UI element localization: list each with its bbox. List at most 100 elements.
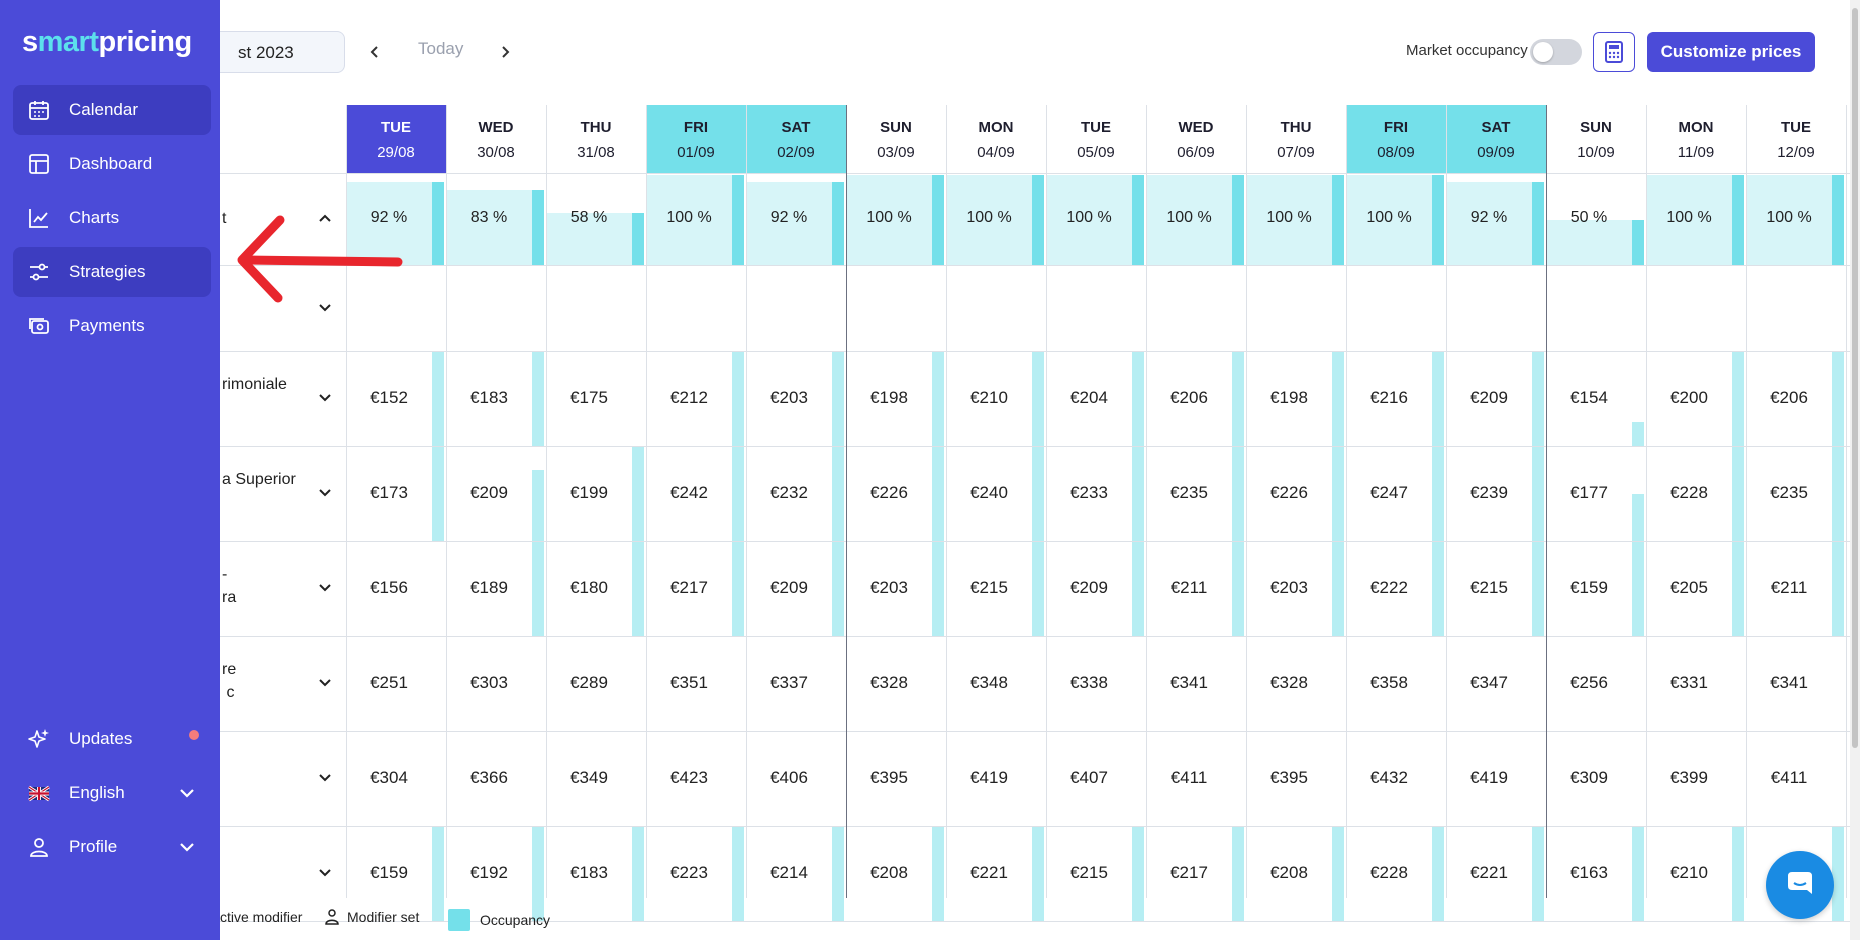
price-cell[interactable]: €198 xyxy=(846,351,946,446)
price-cell[interactable]: €432 xyxy=(1346,731,1446,826)
price-cell[interactable]: €159 xyxy=(1546,541,1646,636)
price-cell[interactable]: €223 xyxy=(646,826,746,921)
sidebar-item-updates[interactable]: Updates xyxy=(13,713,211,765)
price-cell[interactable]: €289 xyxy=(546,636,646,731)
price-cell[interactable]: €395 xyxy=(1246,731,1346,826)
price-cell[interactable]: €199 xyxy=(546,446,646,541)
price-cell[interactable]: €203 xyxy=(746,351,846,446)
price-cell[interactable]: €233 xyxy=(1046,446,1146,541)
chevron-down-icon[interactable] xyxy=(316,299,334,317)
price-cell[interactable]: €215 xyxy=(1446,541,1546,636)
price-cell[interactable]: €209 xyxy=(1046,541,1146,636)
price-cell[interactable]: €331 xyxy=(1646,636,1746,731)
price-cell[interactable]: €209 xyxy=(746,541,846,636)
price-cell[interactable]: €173 xyxy=(346,446,446,541)
price-cell[interactable]: €341 xyxy=(1746,636,1846,731)
month-picker[interactable]: st 2023 xyxy=(220,31,345,73)
price-cell[interactable]: €419 xyxy=(1446,731,1546,826)
price-cell[interactable]: €211 xyxy=(1746,541,1846,636)
price-cell[interactable]: €180 xyxy=(546,541,646,636)
chevron-up-icon[interactable] xyxy=(316,209,334,227)
price-cell[interactable]: €175 xyxy=(546,351,646,446)
price-cell[interactable]: €304 xyxy=(346,731,446,826)
day-header[interactable]: FRI 01/09 xyxy=(646,105,746,173)
day-header[interactable]: SAT 09/09 xyxy=(1446,105,1546,173)
price-cell[interactable]: €242 xyxy=(646,446,746,541)
price-cell[interactable]: €338 xyxy=(1046,636,1146,731)
price-cell[interactable]: €211 xyxy=(1146,541,1246,636)
price-cell[interactable]: €210 xyxy=(946,351,1046,446)
price-cell[interactable]: €204 xyxy=(1046,351,1146,446)
price-cell[interactable]: €198 xyxy=(1246,351,1346,446)
price-cell[interactable]: €411 xyxy=(1146,731,1246,826)
chat-button[interactable] xyxy=(1766,851,1834,919)
price-cell[interactable]: €303 xyxy=(446,636,546,731)
price-cell[interactable]: €228 xyxy=(1346,826,1446,921)
price-cell[interactable]: €183 xyxy=(546,826,646,921)
chevron-down-icon[interactable] xyxy=(316,864,334,882)
price-cell[interactable]: €177 xyxy=(1546,446,1646,541)
price-cell[interactable]: €256 xyxy=(1546,636,1646,731)
price-cell[interactable]: €206 xyxy=(1146,351,1246,446)
day-header[interactable]: TUE 12/09 xyxy=(1746,105,1846,173)
price-cell[interactable]: €183 xyxy=(446,351,546,446)
price-cell[interactable]: €221 xyxy=(946,826,1046,921)
price-cell[interactable]: €411 xyxy=(1746,731,1846,826)
price-cell[interactable]: €209 xyxy=(1446,351,1546,446)
price-cell[interactable]: €395 xyxy=(846,731,946,826)
day-header[interactable]: THU 31/08 xyxy=(546,105,646,173)
price-cell[interactable]: €203 xyxy=(1246,541,1346,636)
price-cell[interactable]: €206 xyxy=(1746,351,1846,446)
price-cell[interactable]: €239 xyxy=(1446,446,1546,541)
price-cell[interactable]: €328 xyxy=(1246,636,1346,731)
price-cell[interactable]: €351 xyxy=(646,636,746,731)
today-button[interactable]: Today xyxy=(418,39,464,58)
price-cell[interactable]: €222 xyxy=(1346,541,1446,636)
price-cell[interactable]: €208 xyxy=(846,826,946,921)
sidebar-item-charts[interactable]: Charts xyxy=(13,193,211,243)
sidebar-item-strategies[interactable]: Strategies xyxy=(13,247,211,297)
chevron-down-icon[interactable] xyxy=(316,389,334,407)
price-cell[interactable]: €214 xyxy=(746,826,846,921)
price-cell[interactable]: €358 xyxy=(1346,636,1446,731)
price-cell[interactable]: €205 xyxy=(1646,541,1746,636)
sidebar-item-dashboard[interactable]: Dashboard xyxy=(13,139,211,189)
price-cell[interactable]: €226 xyxy=(846,446,946,541)
day-header[interactable]: TUE 05/09 xyxy=(1046,105,1146,173)
price-cell[interactable]: €251 xyxy=(346,636,446,731)
price-cell[interactable]: €215 xyxy=(946,541,1046,636)
day-header[interactable]: THU 07/09 xyxy=(1246,105,1346,173)
price-cell[interactable]: €240 xyxy=(946,446,1046,541)
day-header[interactable]: MON 04/09 xyxy=(946,105,1046,173)
market-occupancy-toggle[interactable] xyxy=(1530,39,1582,65)
price-cell[interactable]: €235 xyxy=(1746,446,1846,541)
sidebar-item-calendar[interactable]: Calendar xyxy=(13,85,211,135)
day-header[interactable]: MON 11/09 xyxy=(1646,105,1746,173)
sidebar-item-profile[interactable]: Profile xyxy=(13,821,211,873)
price-cell[interactable]: €216 xyxy=(1346,351,1446,446)
day-header[interactable]: FRI 08/09 xyxy=(1346,105,1446,173)
price-cell[interactable]: €217 xyxy=(1146,826,1246,921)
price-cell[interactable]: €159 xyxy=(346,826,446,921)
price-cell[interactable]: €209 xyxy=(446,446,546,541)
price-cell[interactable]: €192 xyxy=(446,826,546,921)
price-cell[interactable]: €152 xyxy=(346,351,446,446)
price-cell[interactable]: €212 xyxy=(646,351,746,446)
day-header[interactable]: SUN 03/09 xyxy=(846,105,946,173)
price-cell[interactable]: €347 xyxy=(1446,636,1546,731)
day-header[interactable]: WED 30/08 xyxy=(446,105,546,173)
price-cell[interactable]: €406 xyxy=(746,731,846,826)
price-cell[interactable]: €423 xyxy=(646,731,746,826)
chevron-down-icon[interactable] xyxy=(316,484,334,502)
sidebar-item-payments[interactable]: Payments xyxy=(13,301,211,351)
price-cell[interactable]: €154 xyxy=(1546,351,1646,446)
price-cell[interactable]: €366 xyxy=(446,731,546,826)
price-cell[interactable]: €232 xyxy=(746,446,846,541)
day-header[interactable]: WED 06/09 xyxy=(1146,105,1246,173)
price-cell[interactable]: €348 xyxy=(946,636,1046,731)
price-cell[interactable]: €210 xyxy=(1646,826,1746,921)
price-cell[interactable]: €337 xyxy=(746,636,846,731)
customize-prices-button[interactable]: Customize prices xyxy=(1647,32,1815,72)
vertical-scrollbar[interactable] xyxy=(1850,0,1860,940)
price-cell[interactable]: €226 xyxy=(1246,446,1346,541)
